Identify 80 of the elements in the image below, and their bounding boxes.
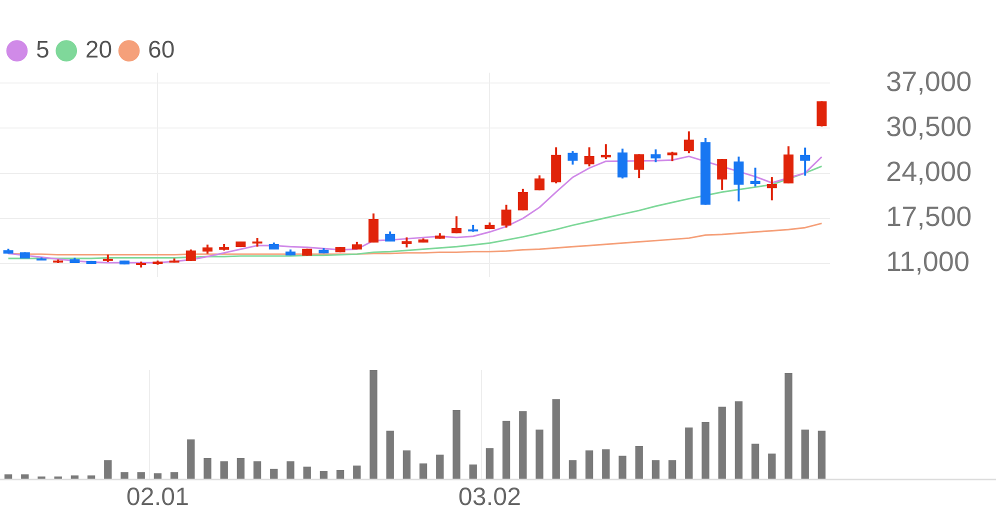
candlestick: [634, 153, 644, 180]
legend-label: 5: [36, 36, 50, 64]
bar: [818, 430, 826, 479]
bar: [552, 399, 560, 479]
bar: [502, 420, 510, 479]
legend-label: 20: [85, 36, 112, 64]
bar: [469, 464, 477, 479]
bar: [4, 474, 12, 479]
bar: [170, 472, 178, 479]
candlestick: [402, 236, 412, 248]
bar: [370, 370, 378, 479]
bar: [452, 410, 460, 479]
candlestick: [734, 156, 744, 202]
bar: [187, 439, 195, 479]
bar: [585, 450, 594, 479]
candlestick: [568, 150, 578, 166]
bar: [336, 470, 344, 479]
legend-label: 60: [148, 36, 175, 64]
candlestick: [186, 248, 196, 262]
candlestick: [766, 176, 777, 202]
candlestick: [501, 204, 512, 229]
bar: [668, 460, 676, 479]
candlestick: [750, 166, 760, 188]
bar: [652, 460, 660, 479]
candlestick: [518, 188, 528, 212]
x-tick-label: 03.02: [458, 482, 521, 511]
bar: [519, 411, 527, 479]
y-tick-label: 37,000: [886, 66, 972, 97]
candlestick: [717, 158, 728, 191]
bar: [303, 466, 311, 479]
bar: [602, 449, 610, 479]
candlestick: [202, 244, 212, 255]
bar: [685, 427, 693, 479]
bar: [204, 458, 212, 479]
candlestick: [800, 146, 810, 177]
bar: [320, 471, 328, 479]
bar: [768, 454, 776, 479]
bar: [784, 372, 792, 479]
bar: [236, 458, 245, 479]
bar: [286, 461, 294, 479]
candlestick: [534, 174, 544, 192]
bar: [635, 446, 643, 479]
candlestick: [452, 215, 462, 234]
bar: [618, 456, 626, 479]
bar: [386, 430, 394, 479]
bar: [353, 466, 361, 479]
bar: [38, 476, 46, 479]
bar: [120, 472, 128, 479]
y-tick-label: 17,500: [886, 201, 972, 232]
bar: [751, 444, 760, 479]
y-tick-label: 24,000: [886, 156, 972, 187]
bar: [54, 476, 62, 479]
bar: [801, 430, 809, 479]
bar: [702, 422, 710, 479]
bar: [486, 448, 494, 479]
candlestick: [368, 212, 378, 244]
bar: [253, 461, 262, 479]
bar: [718, 406, 726, 479]
y-tick-label: 30,500: [886, 110, 972, 142]
x-tick-label: 02.01: [126, 482, 189, 511]
bar: [21, 474, 29, 479]
candlestick: [684, 130, 694, 154]
bar: [270, 468, 278, 479]
bar: [87, 475, 96, 479]
candlestick: [600, 143, 611, 160]
bar: [419, 463, 428, 479]
bar: [402, 450, 411, 479]
bar: [137, 472, 145, 479]
bar: [436, 454, 444, 479]
bar: [220, 461, 228, 479]
bar: [104, 460, 112, 479]
bar: [568, 460, 577, 479]
bar: [70, 475, 79, 479]
bar: [154, 473, 162, 479]
y-tick-label: 11,000: [886, 246, 970, 278]
candlestick: [667, 150, 678, 162]
bar: [734, 401, 743, 479]
bar: [536, 430, 544, 479]
candlestick: [584, 146, 594, 168]
candlestick: [650, 148, 661, 164]
